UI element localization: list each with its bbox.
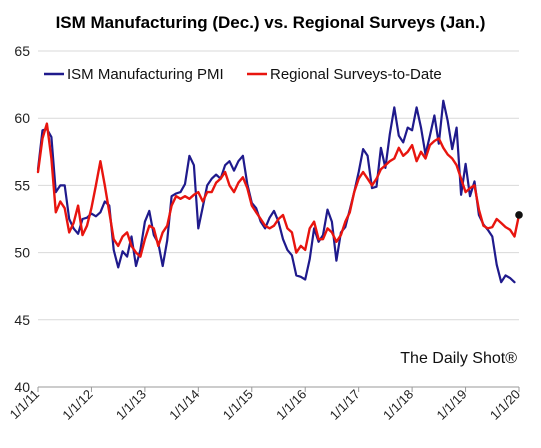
y-tick-label: 55 bbox=[14, 177, 30, 193]
x-tick-label: 1/1/12 bbox=[59, 387, 95, 423]
x-tick-label: 1/1/17 bbox=[327, 387, 363, 423]
series-line-regional-surveys bbox=[36, 122, 521, 258]
y-tick-label: 60 bbox=[14, 110, 30, 126]
x-tick-label: 1/1/20 bbox=[487, 387, 523, 423]
y-tick-label: 45 bbox=[14, 312, 30, 328]
legend-label: Regional Surveys-to-Date bbox=[270, 66, 442, 83]
legend: ISM Manufacturing PMI Regional Surveys-to… bbox=[44, 66, 442, 83]
x-tick-label: 1/1/18 bbox=[380, 387, 416, 423]
latest-value-dot bbox=[515, 211, 523, 219]
y-axis-ticks: 40 45 50 55 60 65 bbox=[14, 43, 30, 395]
grid-layer bbox=[37, 50, 520, 392]
x-tick-label: 1/1/16 bbox=[273, 387, 309, 423]
watermark-text: The Daily Shot® bbox=[400, 350, 517, 367]
x-tick-label: 1/1/13 bbox=[113, 387, 149, 423]
x-tick-label: 1/1/14 bbox=[166, 387, 202, 423]
series-layer bbox=[36, 99, 523, 284]
series-line-ism-pmi bbox=[36, 99, 516, 284]
y-tick-label: 40 bbox=[14, 379, 30, 395]
x-tick-label: 1/1/19 bbox=[434, 387, 470, 423]
y-tick-label: 50 bbox=[14, 245, 30, 261]
x-axis-ticks: 1/1/11 1/1/12 1/1/13 1/1/14 1/1/15 1/1/16 1/1/… bbox=[7, 387, 523, 423]
y-tick-label: 65 bbox=[14, 43, 30, 59]
x-tick-label: 1/1/15 bbox=[220, 387, 256, 423]
chart-title: ISM Manufacturing (Dec.) vs. Regional Su… bbox=[56, 13, 486, 32]
legend-label: ISM Manufacturing PMI bbox=[67, 66, 224, 83]
